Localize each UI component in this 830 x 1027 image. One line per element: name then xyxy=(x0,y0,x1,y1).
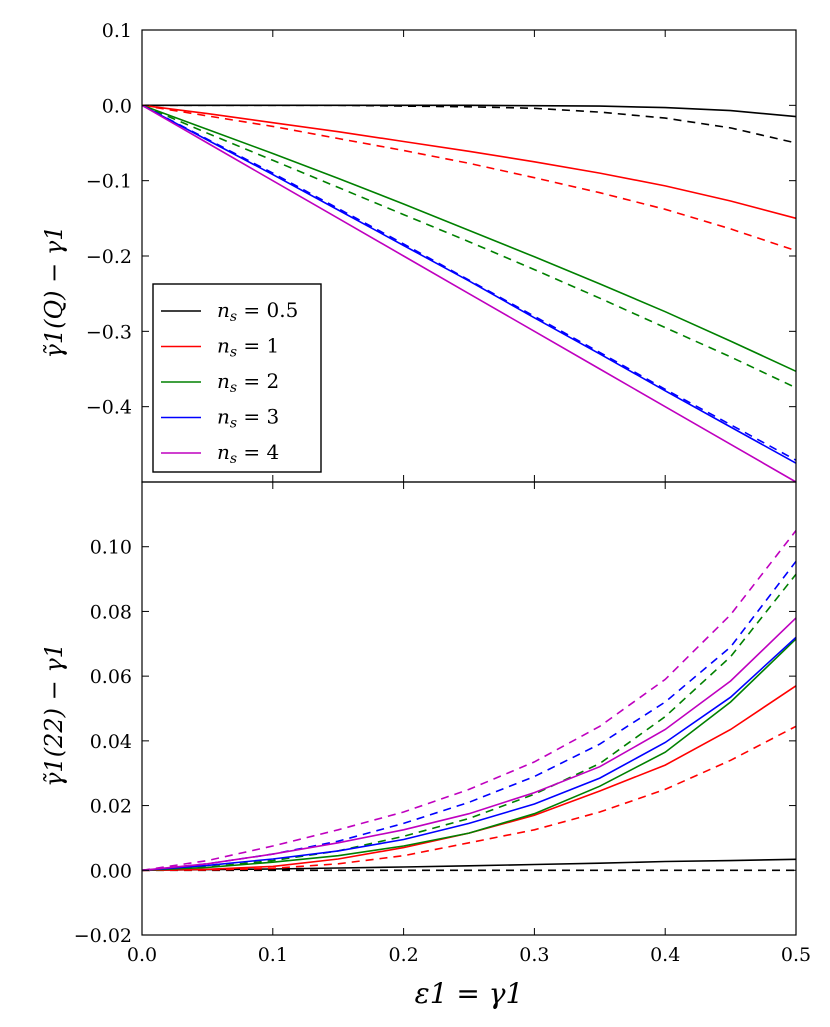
y-tick-label: 0.00 xyxy=(90,860,132,882)
series-line-ns1-dashed xyxy=(141,104,797,252)
series-line-ns0.5-solid xyxy=(141,858,797,872)
y-tick-label: 0.02 xyxy=(90,796,132,818)
top-panel: 0.10.0−0.1−0.2−0.3−0.4ns = 0.5ns = 1ns =… xyxy=(86,20,797,483)
series-line-ns1-dashed xyxy=(141,725,797,872)
legend: ns = 0.5 ns = 1 ns = 2 ns = 3 ns = 4 xyxy=(152,283,322,473)
series-line-ns4-dashed xyxy=(141,530,797,872)
y-tick-label: −0.4 xyxy=(86,397,132,419)
x-tick-label: 0.3 xyxy=(519,944,549,966)
legend-label: ns = 4 xyxy=(217,440,279,467)
series-line-ns0.5-dashed xyxy=(142,104,797,144)
y-tick-label: 0.08 xyxy=(90,601,132,623)
legend-label: ns = 3 xyxy=(217,405,279,432)
y-tick-label: −0.3 xyxy=(86,321,132,343)
y-tick-label: 0.06 xyxy=(90,666,132,688)
series-line-ns3-solid xyxy=(141,636,797,872)
plot-frame xyxy=(141,481,797,936)
series-line-ns1-solid xyxy=(141,104,797,220)
bottom-y-axis-title: γ̃1(22) − γ1 xyxy=(40,643,68,787)
series-line-ns0.5-solid xyxy=(142,104,797,118)
top-y-axis-title: γ̃1(Q) − γ1 xyxy=(40,226,68,359)
series-line-ns2-solid xyxy=(141,638,797,872)
y-tick-label: 0.10 xyxy=(90,537,132,559)
legend-box xyxy=(152,283,322,473)
x-tick-label: 0.1 xyxy=(258,944,288,966)
y-tick-label: −0.2 xyxy=(86,246,132,268)
y-tick-label: −0.02 xyxy=(74,925,132,947)
bottom-panel: 0.10 0.08 0.06 0.04 0.02 0.00 −0.020.0 0.1 0.2 0.… xyxy=(74,481,811,966)
legend-label: ns = 2 xyxy=(217,369,279,396)
series-line-ns3-dashed xyxy=(141,104,797,461)
x-axis-title: ε1 = γ1 xyxy=(415,977,524,1010)
series-line-ns2-dashed xyxy=(141,104,797,389)
y-tick-label: −0.1 xyxy=(86,171,132,193)
y-tick-label: 0.04 xyxy=(90,731,132,753)
legend-label: ns = 1 xyxy=(217,334,279,361)
x-tick-label: 0.2 xyxy=(388,944,418,966)
series-line-ns4-solid xyxy=(141,104,797,483)
x-tick-label: 0.4 xyxy=(650,944,680,966)
x-tick-label: 0.0 xyxy=(127,944,157,966)
series-line-ns4-solid xyxy=(141,617,797,872)
legend-label: ns = 0.5 xyxy=(217,298,298,325)
x-tick-label: 0.5 xyxy=(781,944,811,966)
y-tick-label: 0.1 xyxy=(102,20,132,42)
series-line-ns2-solid xyxy=(141,104,797,373)
series-line-ns2-dashed xyxy=(141,573,797,872)
y-tick-label: 0.0 xyxy=(102,95,132,117)
